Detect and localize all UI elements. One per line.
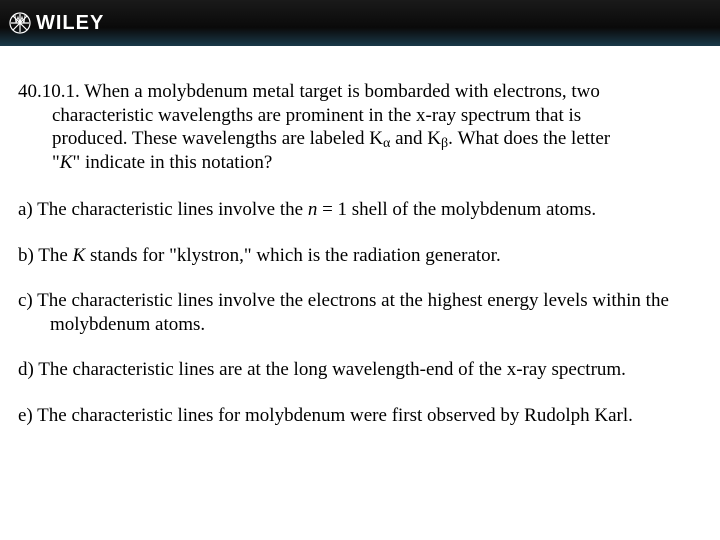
question-line2: characteristic wavelengths are prominent… xyxy=(18,104,702,128)
answer-text-post: stands for "klystron," which is the radi… xyxy=(85,245,500,266)
answer-label: d) xyxy=(18,359,34,380)
answer-label: e) xyxy=(18,405,33,426)
answer-label: b) xyxy=(18,245,34,266)
k-italic: K xyxy=(60,152,73,173)
answer-d: d) The characteristic lines are at the l… xyxy=(18,358,702,382)
answer-text-ital: K xyxy=(73,245,86,266)
question-line1: When a molybdenum metal target is bombar… xyxy=(84,81,600,102)
answer-e: e) The characteristic lines for molybden… xyxy=(18,404,702,428)
answer-label: c) xyxy=(18,290,33,311)
answer-text-pre: The characteristic lines involve the xyxy=(33,199,308,220)
answer-text-pre: The characteristic lines involve the ele… xyxy=(33,290,669,335)
wiley-icon xyxy=(8,11,32,35)
answer-a: a) The characteristic lines involve the … xyxy=(18,198,702,222)
answer-text-ital: n xyxy=(308,199,318,220)
brand-text: WILEY xyxy=(36,12,104,35)
answer-text-post: = 1 shell of the molybdenum atoms. xyxy=(317,199,596,220)
answer-c: c) The characteristic lines involve the … xyxy=(18,289,702,336)
answer-b: b) The K stands for "klystron," which is… xyxy=(18,244,702,268)
question-block: 40.10.1. When a molybdenum metal target … xyxy=(18,80,702,174)
answers-block: a) The characteristic lines involve the … xyxy=(18,198,702,427)
answer-text-pre: The characteristic lines for molybdenum … xyxy=(33,405,633,426)
question-line3c: . What does the letter xyxy=(448,128,610,149)
answer-text-pre: The characteristic lines are at the long… xyxy=(34,359,626,380)
slide-content: 40.10.1. When a molybdenum metal target … xyxy=(0,46,720,427)
answer-label: a) xyxy=(18,199,33,220)
question-line4b: " indicate in this notation? xyxy=(72,152,272,173)
answer-text-pre: The xyxy=(34,245,73,266)
question-line4a: " xyxy=(52,152,60,173)
question-line3b: and xyxy=(390,128,427,149)
header-bar: WILEY xyxy=(0,0,720,46)
brand-logo: WILEY xyxy=(8,11,104,35)
question-line3a: produced. These wavelengths are labeled xyxy=(52,128,369,149)
question-number: 40.10.1. xyxy=(18,81,80,102)
